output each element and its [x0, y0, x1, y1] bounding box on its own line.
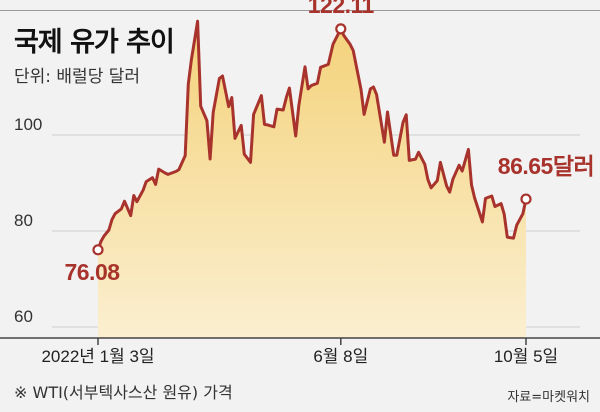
y-tick-label: 60	[14, 307, 33, 326]
source: 자료=마켓워치	[507, 390, 590, 405]
annotation-label: 76.08	[64, 259, 120, 285]
x-tick-label: 6월 8일	[313, 347, 368, 366]
x-tick-label: 10월 5일	[494, 347, 558, 366]
annotation-marker	[335, 23, 347, 35]
y-tick-label: 100	[14, 115, 42, 134]
footnote: ※ WTI(서부텍사스산 원유) 가격	[14, 383, 233, 402]
top-rule	[0, 10, 600, 11]
annotation-marker	[92, 244, 104, 256]
annotation-marker	[520, 193, 532, 205]
price-area	[98, 21, 526, 338]
unit-label: 단위: 배럴당 달러	[14, 67, 141, 87]
price-line	[96, 19, 528, 251]
annotation-label: 86.65달러	[498, 153, 594, 179]
chart-title: 국제 유가 추이	[14, 27, 175, 58]
y-tick-label: 80	[14, 211, 33, 230]
x-tick-label: 2022년 1월 3일	[41, 347, 154, 366]
annotation-label: 122.11	[308, 0, 375, 18]
